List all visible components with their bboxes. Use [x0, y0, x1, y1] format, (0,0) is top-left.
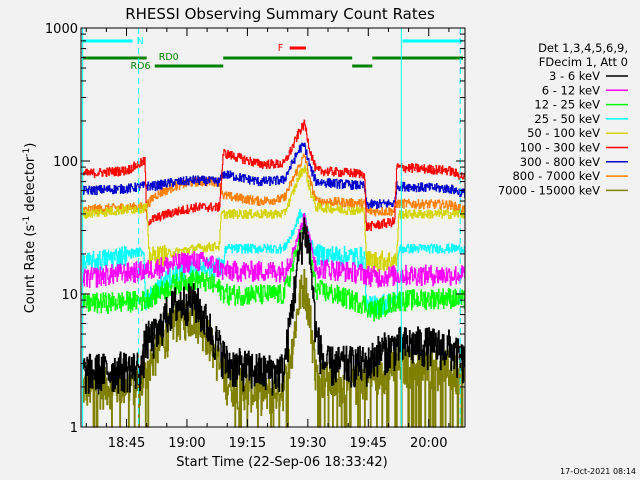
legend-label-1: 6 - 12 keV [542, 83, 600, 97]
rd6-label: RD6 [131, 61, 151, 72]
rd0-label: RD0 [159, 52, 179, 63]
x-tick-label-2: 19:15 [229, 436, 266, 451]
legend-label-5: 100 - 300 keV [520, 141, 600, 155]
legend: Det 1,3,4,5,6,9, FDecim 1, Att 0 3 - 6 k… [498, 41, 628, 197]
night-marker-lines [82, 28, 461, 427]
legend-label-8: 7000 - 15000 keV [498, 183, 600, 197]
x-tick-label-0: 18:45 [108, 436, 145, 451]
legend-label-0: 3 - 6 keV [549, 69, 600, 83]
footer-date: 17-Oct-2021 08:14 [560, 467, 636, 476]
x-tick-label-4: 19:45 [350, 436, 387, 451]
x-tick-label-5: 20:00 [410, 436, 447, 451]
chart-series-lines [82, 119, 466, 428]
legend-header-line-2: FDecim 1, Att 0 [539, 55, 628, 69]
y-axis: 1 10 100 1000 [45, 22, 465, 436]
y-tick-label-3: 1000 [45, 22, 78, 37]
y-axis-label: Count Rate (s-1 detector-1) [22, 143, 38, 314]
chart-annotations: N RD0 RD6 F [82, 36, 463, 72]
legend-label-7: 800 - 7000 keV [512, 169, 600, 183]
x-tick-label-1: 19:00 [168, 436, 205, 451]
legend-label-4: 50 - 100 keV [527, 126, 600, 140]
y-tick-label-0: 1 [70, 421, 78, 436]
x-axis-label: Start Time (22-Sep-06 18:33:42) [176, 455, 387, 470]
x-axis: 18:45 19:00 19:15 19:30 19:45 20:00 [85, 28, 450, 451]
x-tick-label-3: 19:30 [289, 436, 326, 451]
legend-label-3: 25 - 50 keV [534, 112, 600, 126]
legend-label-6: 300 - 800 keV [520, 155, 600, 169]
y-tick-label-1: 10 [61, 288, 78, 303]
y-tick-label-2: 100 [53, 155, 78, 170]
legend-label-2: 12 - 25 keV [534, 98, 600, 112]
legend-header-line-1: Det 1,3,4,5,6,9, [538, 41, 628, 55]
plot-frame [80, 27, 466, 428]
chart-title: RHESSI Observing Summary Count Rates [125, 5, 435, 23]
n-label: N [137, 36, 144, 47]
series-line-8 [82, 269, 466, 428]
f-label: F [278, 43, 283, 54]
